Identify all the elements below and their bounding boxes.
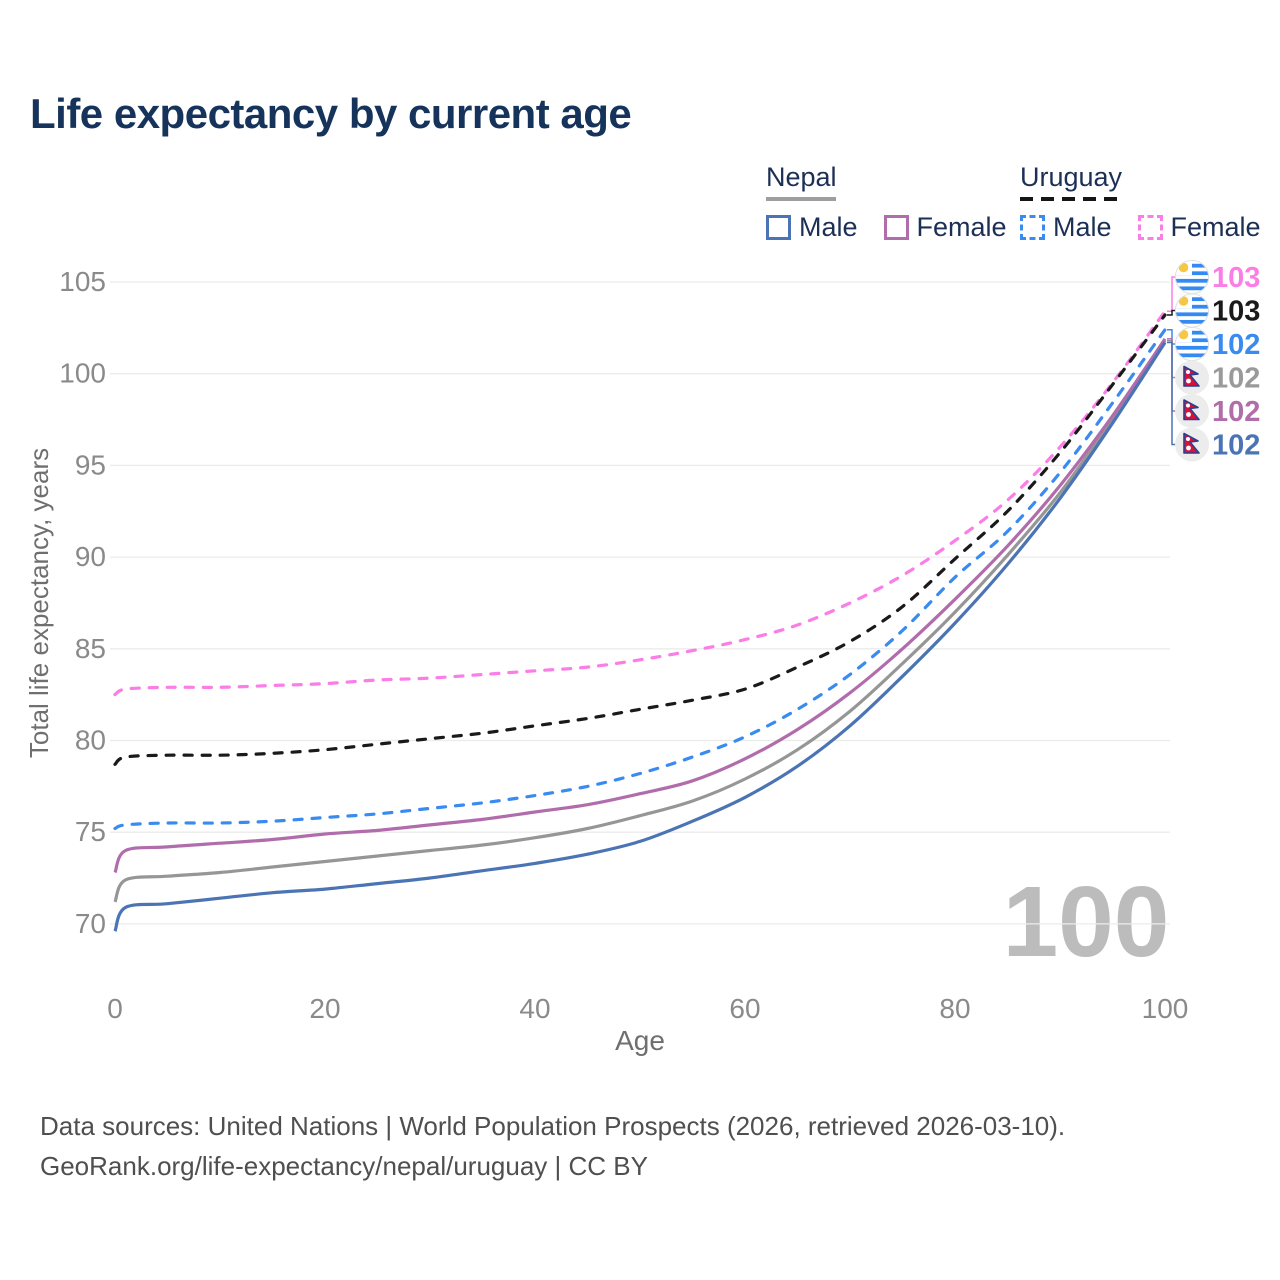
x-tick-label-100: 100 xyxy=(1142,993,1189,1024)
y-tick-label-70: 70 xyxy=(75,908,106,939)
x-axis-title: Age xyxy=(615,1025,665,1056)
legend-label-uruguay-male: Male xyxy=(1053,212,1112,242)
legend-label-uruguay-female: Female xyxy=(1170,212,1261,242)
legend-row-nepal: Male Female xyxy=(766,212,1007,243)
end-label-connector-uruguay-male xyxy=(1167,328,1176,345)
series-line-nepal-male[interactable] xyxy=(113,341,1167,932)
end-label-value-nepal: 102 xyxy=(1212,363,1260,395)
nepal-flag-icon xyxy=(1175,360,1209,395)
end-label-value-nepal-female: 102 xyxy=(1212,396,1260,428)
legend-country-nepal[interactable]: Nepal xyxy=(766,162,1007,201)
nepal-flag-icon xyxy=(1175,427,1209,462)
y-tick-label-80: 80 xyxy=(75,725,106,756)
series-line-uruguay-female[interactable] xyxy=(113,309,1167,697)
end-label-value-uruguay-female: 103 xyxy=(1212,262,1260,294)
y-tick-label-100: 100 xyxy=(59,358,106,389)
nepal-flag-icon xyxy=(1175,394,1209,428)
legend-label-nepal-male: Male xyxy=(799,212,858,242)
legend-item-nepal-male[interactable]: Male xyxy=(766,212,858,243)
end-label-uruguay-male[interactable]: 102 xyxy=(1174,326,1260,362)
series-line-nepal[interactable] xyxy=(113,339,1167,903)
end-label-value-nepal-male: 102 xyxy=(1212,430,1260,462)
legend-item-uruguay-female[interactable]: Female xyxy=(1137,212,1261,243)
end-label-connector-uruguay-female xyxy=(1167,276,1176,313)
end-label-connector-uruguay xyxy=(1167,309,1176,316)
nepal-solid-line-key xyxy=(766,197,836,201)
x-tick-label-60: 60 xyxy=(729,993,760,1024)
series-line-uruguay-male[interactable] xyxy=(113,328,1167,831)
legend-country-uruguay-label: Uruguay xyxy=(1020,162,1123,192)
legend-country-nepal-label: Nepal xyxy=(766,162,837,192)
legend-group-uruguay: Uruguay Male Female xyxy=(1020,162,1261,243)
end-label-nepal-female[interactable]: 102 xyxy=(1175,394,1260,428)
footer-data-sources: Data sources: United Nations | World Pop… xyxy=(40,1111,1066,1141)
footer: Data sources: United Nations | World Pop… xyxy=(40,1106,1065,1186)
y-tick-label-105: 105 xyxy=(59,266,106,297)
end-label-value-uruguay: 103 xyxy=(1212,296,1260,328)
uruguay-male-swatch-icon xyxy=(1020,215,1045,240)
age-watermark: 100 xyxy=(1003,866,1170,978)
legend-label-nepal-female: Female xyxy=(916,212,1007,242)
x-tick-label-40: 40 xyxy=(519,993,550,1024)
legend-item-nepal-female[interactable]: Female xyxy=(883,212,1007,243)
series-line-nepal-female[interactable] xyxy=(113,338,1167,874)
y-tick-label-95: 95 xyxy=(75,449,106,480)
uruguay-female-swatch-icon xyxy=(1137,215,1163,240)
legend-group-nepal: Nepal Male Female xyxy=(766,162,1007,243)
end-label-nepal[interactable]: 102 xyxy=(1175,360,1260,395)
end-label-value-uruguay-male: 102 xyxy=(1212,329,1260,361)
y-tick-label-75: 75 xyxy=(75,816,106,847)
end-label-nepal-male[interactable]: 102 xyxy=(1175,427,1260,462)
uruguay-flag-icon xyxy=(1174,293,1210,328)
end-label-uruguay-female[interactable]: 103 xyxy=(1174,259,1260,295)
end-label-uruguay[interactable]: 103 xyxy=(1174,293,1260,328)
end-label-connector-nepal-male xyxy=(1167,341,1176,446)
series-line-uruguay[interactable] xyxy=(113,313,1167,766)
footer-attribution-link[interactable]: GeoRank.org/life-expectancy/nepal/urugua… xyxy=(40,1151,648,1181)
gridlines: 70 75 80 85 90 95 100 105 xyxy=(59,266,1170,939)
y-axis-title: Total life expectancy, years xyxy=(24,448,54,758)
uruguay-dashed-line-key xyxy=(1020,197,1120,201)
nepal-male-swatch-icon xyxy=(766,215,791,240)
page-title: Life expectancy by current age xyxy=(30,90,632,137)
y-tick-label-85: 85 xyxy=(75,633,106,664)
y-tick-label-90: 90 xyxy=(75,541,106,572)
legend-item-uruguay-male[interactable]: Male xyxy=(1020,212,1112,243)
nepal-female-swatch-icon xyxy=(883,215,909,240)
x-tick-label-20: 20 xyxy=(309,993,340,1024)
legend-country-uruguay[interactable]: Uruguay xyxy=(1020,162,1261,201)
uruguay-flag-icon xyxy=(1174,326,1210,362)
uruguay-flag-icon xyxy=(1174,259,1210,295)
x-tick-label-80: 80 xyxy=(939,993,970,1024)
legend-row-uruguay: Male Female xyxy=(1020,212,1261,243)
x-tick-label-0: 0 xyxy=(107,993,123,1024)
